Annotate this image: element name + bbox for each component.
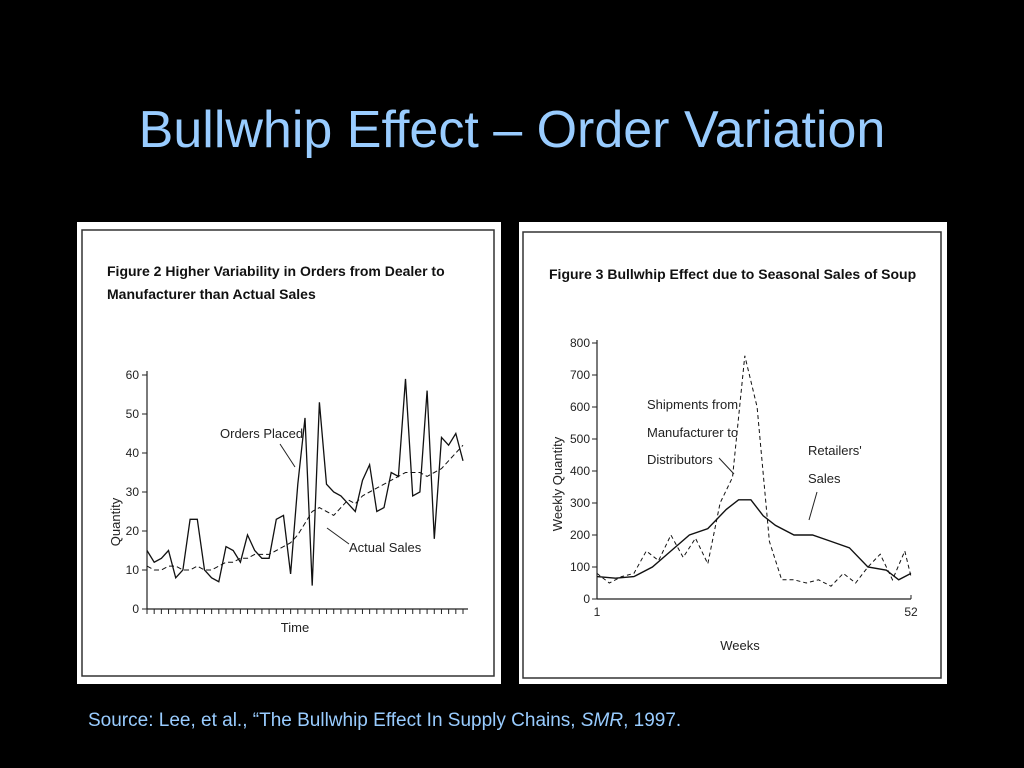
figure-3-y-tick-label: 100 (570, 560, 590, 574)
figure-3-arrow-retailers (808, 491, 818, 521)
figure-3-x-tick-label-start: 1 (594, 605, 601, 619)
figure-2-title-line1: Figure 2 Higher Variability in Orders fr… (107, 263, 445, 279)
figure-3-annotation-retailers-2: Sales (808, 471, 841, 486)
figure-2-panel: Figure 2 Higher Variability in Orders fr… (77, 222, 501, 684)
figure-2-arrow-orders (279, 443, 296, 468)
figure-3-y-tick-label: 0 (583, 592, 590, 606)
figure-2-y-tick-label: 40 (126, 446, 140, 460)
figure-3-x-tick-label-end: 52 (904, 605, 918, 619)
figure-3-annotation-shipments-3: Distributors (647, 452, 713, 467)
figure-3-y-tick-label: 600 (570, 400, 590, 414)
figure-3-y-tick-label: 200 (570, 528, 590, 542)
figure-3-series-shipments (596, 355, 912, 587)
figure-2-arrow-sales (326, 527, 350, 545)
source-prefix: Source: Lee, et al., “The Bullwhip Effec… (88, 710, 581, 731)
figure-3-border (522, 231, 942, 679)
figure-3-y-tick-label: 300 (570, 496, 590, 510)
figure-2-title-line2: Manufacturer than Actual Sales (107, 286, 316, 302)
figure-2-y-tick-label: 10 (126, 563, 140, 577)
figure-3-annotation-shipments-1: Shipments from (647, 397, 738, 412)
figure-2-ylabel: Quantity (108, 497, 123, 546)
figure-3-y-tick-label: 700 (570, 368, 590, 382)
figure-2-series-actual-sales (146, 444, 464, 571)
figure-2-xlabel: Time (281, 620, 309, 635)
figure-2-annotation-sales: Actual Sales (349, 540, 422, 555)
figure-2-y-tick-label: 20 (126, 524, 140, 538)
slide-title: Bullwhip Effect – Order Variation (138, 101, 886, 159)
figure-3-arrow-shipments (718, 457, 735, 475)
figure-2-series-orders-placed (146, 378, 464, 586)
figure-3-annotation-shipments-2: Manufacturer to (647, 425, 738, 440)
figure-2-y-tick-label: 50 (126, 407, 140, 421)
source-suffix: , 1997. (623, 710, 682, 731)
source-citation: Source: Lee, et al., “The Bullwhip Effec… (88, 710, 681, 732)
figure-2-chart: Figure 2 Higher Variability in Orders fr… (81, 229, 495, 677)
figure-2-annotation-orders: Orders Placed (220, 426, 303, 441)
figure-3-y-tick-label: 400 (570, 464, 590, 478)
figure-3-title: Figure 3 Bullwhip Effect due to Seasonal… (549, 266, 916, 282)
figure-3-y-tick-label: 800 (570, 336, 590, 350)
figure-2-border (81, 229, 495, 677)
figure-2-y-tick-label: 0 (132, 602, 139, 616)
figure-3-annotation-retailers-1: Retailers' (808, 443, 862, 458)
source-italic: SMR (580, 710, 624, 731)
figure-3-ylabel: Weekly Quantity (550, 436, 565, 531)
figure-3-y-tick-label: 500 (570, 432, 590, 446)
figure-3-xlabel: Weeks (720, 638, 760, 653)
figure-3-panel: Figure 3 Bullwhip Effect due to Seasonal… (519, 222, 947, 684)
figure-2-y-tick-label: 60 (126, 368, 140, 382)
figure-2-y-tick-label: 30 (126, 485, 140, 499)
figure-3-series-retailers-sales (596, 499, 912, 581)
figure-3-chart: Figure 3 Bullwhip Effect due to Seasonal… (522, 231, 942, 679)
